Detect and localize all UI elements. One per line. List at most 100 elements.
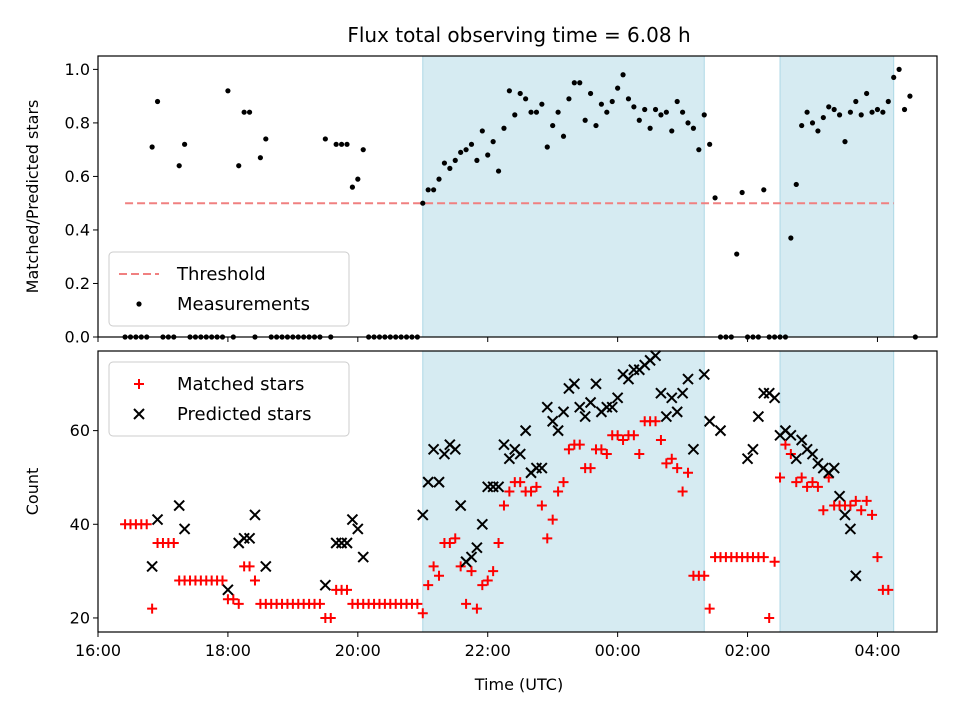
series-x (146, 349, 862, 596)
data-point (669, 128, 675, 134)
data-point (568, 378, 581, 390)
data-point (335, 537, 348, 549)
data-point (566, 96, 572, 102)
data-point (263, 136, 269, 142)
data-point (885, 98, 891, 105)
data-point (683, 467, 694, 478)
data-point (764, 612, 775, 623)
x-tick-label: 00:00 (595, 641, 641, 660)
data-point (596, 444, 607, 455)
data-point (541, 401, 553, 413)
data-point (649, 349, 662, 362)
data-point (425, 187, 431, 193)
data-point (701, 112, 707, 118)
data-point (802, 481, 813, 492)
legend-label: Predicted stars (177, 404, 311, 425)
data-point (492, 481, 505, 493)
data-point (574, 439, 585, 450)
data-point (222, 584, 234, 596)
data-point (869, 109, 875, 115)
data-point (550, 122, 556, 129)
data-point (555, 109, 561, 115)
data-point (677, 486, 688, 497)
data-point (661, 458, 672, 469)
data-point (891, 74, 897, 81)
data-point (775, 472, 786, 483)
data-point (698, 368, 710, 381)
data-point (780, 439, 791, 450)
data-point (360, 147, 366, 153)
data-point (795, 434, 808, 446)
data-point (836, 112, 843, 118)
data-point (571, 80, 577, 86)
panel-1: 20 40 60 16:00 18:00 20:00 22:00 00:00 02:00 04:0… (23, 349, 938, 660)
data-point (485, 152, 491, 158)
y-tick-label: 20 (70, 608, 90, 627)
data-point (498, 500, 509, 511)
data-point (584, 396, 597, 409)
data-point (790, 453, 802, 465)
y-tick-label: 0.2 (65, 274, 90, 293)
data-point (260, 560, 272, 573)
data-point (712, 195, 718, 201)
data-point (319, 579, 332, 591)
shaded-interval-1 (779, 350, 895, 633)
data-point (666, 392, 678, 404)
data-point (642, 106, 648, 113)
data-point (488, 566, 499, 577)
data-point (176, 163, 182, 169)
data-point (344, 141, 350, 147)
data-point (652, 106, 659, 113)
data-point (474, 157, 480, 163)
data-point (574, 401, 586, 413)
x-tick-label: 02:00 (724, 641, 770, 660)
data-point (676, 387, 689, 399)
x-tick-label: 16:00 (75, 641, 121, 660)
data-point (468, 141, 475, 147)
data-point (606, 401, 618, 413)
data-point (427, 443, 440, 456)
data-point (655, 434, 666, 445)
series-plus (120, 416, 894, 623)
data-point (685, 120, 691, 126)
data-point (493, 538, 504, 549)
data-point (422, 476, 434, 488)
data-point (514, 448, 526, 460)
data-point (799, 122, 805, 129)
data-point (714, 424, 727, 437)
y-tick-label: 0.0 (65, 328, 90, 347)
data-point (604, 109, 610, 115)
data-point (628, 430, 639, 441)
data-point (151, 513, 164, 526)
data-point (907, 93, 913, 99)
data-point (788, 235, 794, 241)
data-point (615, 85, 621, 91)
data-point (233, 598, 244, 609)
data-point (452, 157, 458, 163)
data-point (465, 551, 478, 563)
data-point (423, 580, 434, 591)
data-point (322, 136, 328, 142)
data-point (864, 90, 870, 97)
data-point (663, 109, 669, 115)
x-tick-label: 22:00 (465, 641, 511, 660)
data-point (461, 598, 472, 609)
data-point (839, 509, 851, 521)
data-point (601, 449, 612, 460)
data-point (761, 187, 767, 193)
y-tick-label: 1.0 (65, 60, 90, 79)
data-point (333, 141, 339, 147)
data-point (853, 98, 859, 105)
legend: Threshold Measurements (108, 251, 350, 327)
data-point (850, 495, 861, 506)
data-point (818, 505, 829, 516)
data-point (479, 128, 485, 134)
data-point (168, 538, 179, 549)
data-point (768, 392, 781, 404)
data-point (579, 410, 591, 423)
data-point (450, 533, 461, 544)
y-tick-label: 0.8 (65, 113, 90, 132)
data-point (793, 181, 799, 188)
